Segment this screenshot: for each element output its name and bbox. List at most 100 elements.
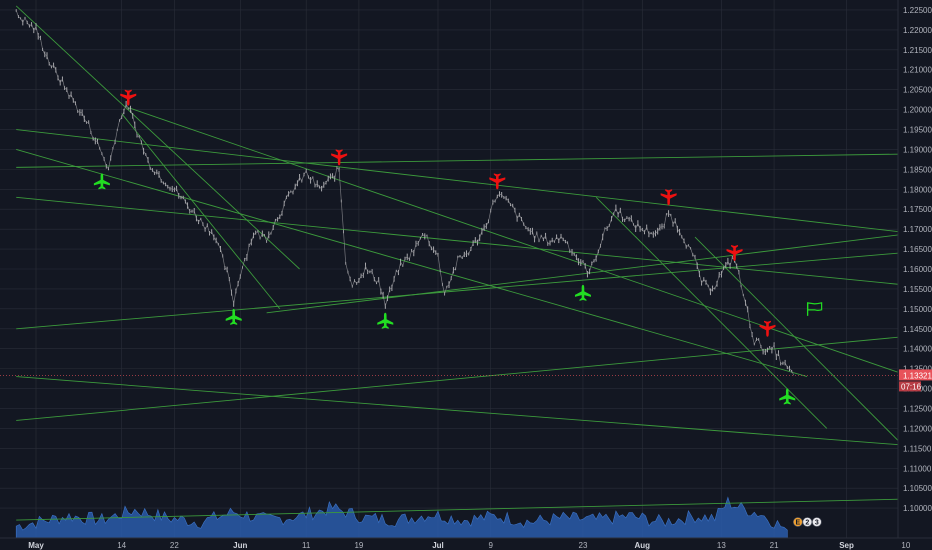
trendline[interactable] <box>16 498 932 521</box>
buy-plane-icon-shape <box>225 308 242 325</box>
countdown-badge <box>899 381 921 392</box>
trendline[interactable] <box>16 249 932 330</box>
price-tick-label: 1.19000 <box>903 145 932 154</box>
time-tick-label: Aug <box>634 541 650 550</box>
price-line <box>15 10 795 376</box>
price-tick-label: 1.18500 <box>903 165 932 174</box>
trendline[interactable] <box>15 5 300 270</box>
last-price-value: 1.13321 <box>903 371 932 380</box>
price-tick-label: 1.17000 <box>903 225 932 234</box>
event-badge-label: 3 <box>815 519 819 526</box>
price-tick-label: 1.15500 <box>903 285 932 294</box>
price-tick-label: 1.15000 <box>903 305 932 314</box>
buy-plane-icon[interactable] <box>574 284 591 301</box>
buy-plane-icon-shape <box>93 173 110 190</box>
flag-cloth <box>807 302 823 311</box>
trendline[interactable] <box>128 107 932 389</box>
grid <box>0 0 907 538</box>
volume-fill <box>15 496 788 539</box>
sell-plane-icon[interactable] <box>726 245 743 262</box>
time-tick-label: Jul <box>432 541 444 550</box>
trendline[interactable] <box>16 376 932 449</box>
sell-plane-icon-shape <box>660 189 677 206</box>
price-tick-label: 1.10500 <box>903 484 932 493</box>
flag-icon[interactable] <box>806 302 823 316</box>
price-tick-label: 1.11500 <box>903 444 932 453</box>
time-tick-label: Sep <box>839 541 854 550</box>
event-badge-label: 2 <box>805 519 809 526</box>
time-tick-label: 23 <box>579 541 588 550</box>
price-tick-label: 1.18000 <box>903 185 932 194</box>
buy-plane-icon-shape <box>377 312 394 329</box>
sell-plane-icon[interactable] <box>120 89 137 106</box>
price-tick-label: 1.20500 <box>903 86 932 95</box>
sell-plane-icon[interactable] <box>489 173 506 190</box>
trendlines[interactable] <box>15 5 932 521</box>
time-tick-label: 14 <box>117 541 126 550</box>
sell-plane-icon-shape <box>759 320 776 337</box>
sell-plane-icon-shape <box>120 89 137 106</box>
price-axis[interactable] <box>898 0 932 538</box>
trendline[interactable] <box>16 129 932 238</box>
sell-plane-icon-shape <box>331 149 348 166</box>
sell-plane-icon[interactable] <box>759 320 776 337</box>
trendline[interactable] <box>694 236 907 449</box>
time-tick-label: Jun <box>233 541 247 550</box>
event-badge-icon[interactable] <box>793 517 803 527</box>
price-tick-label: 1.21000 <box>903 66 932 75</box>
time-tick-label: 11 <box>302 541 311 550</box>
trade-markers[interactable] <box>93 89 823 405</box>
time-tick-label: May <box>28 541 44 550</box>
price-tick-label: 1.19500 <box>903 126 932 135</box>
trendline[interactable] <box>16 333 932 421</box>
trendline[interactable] <box>16 196 932 289</box>
trendline[interactable] <box>16 149 808 378</box>
price-tick-label: 1.21500 <box>903 46 932 55</box>
buy-plane-icon[interactable] <box>225 308 242 325</box>
event-badge-icon[interactable] <box>812 517 822 527</box>
time-axis[interactable] <box>0 538 932 550</box>
price-axis-labels: 1.22500 1.22000 1.21500 1.21000 1.20500 1.200… <box>903 6 932 513</box>
trendline[interactable] <box>121 113 281 310</box>
event-badge-icon[interactable] <box>802 517 813 527</box>
time-axis-labels: May 14 22 Jun 11 19 Jul 9 23 Aug 13 21 Sep 10 <box>28 541 911 550</box>
price-tick-label: 1.12000 <box>903 424 932 433</box>
event-badge-label: E <box>796 519 801 526</box>
time-tick-label: 19 <box>354 541 363 550</box>
time-tick-label: 10 <box>901 541 910 550</box>
price-tick-label: 1.14500 <box>903 325 932 334</box>
price-series <box>0 9 898 376</box>
volume-area <box>15 496 788 539</box>
last-price-badge <box>899 369 932 381</box>
price-tick-label: 1.16000 <box>903 265 932 274</box>
price-tick-label: 1.22500 <box>903 6 932 15</box>
countdown-value: 07:16 <box>901 382 922 391</box>
time-tick-label: 9 <box>488 541 493 550</box>
price-tick-label: 1.22000 <box>903 26 932 35</box>
price-tick-label: 1.13500 <box>903 365 932 374</box>
trendline[interactable] <box>266 229 932 314</box>
price-tick-label: 1.16500 <box>903 245 932 254</box>
time-tick-label: 13 <box>717 541 726 550</box>
sell-plane-icon[interactable] <box>331 149 348 166</box>
price-tick-label: 1.12500 <box>903 404 932 413</box>
sell-plane-icon-shape <box>489 173 506 190</box>
time-tick-label: 22 <box>170 541 179 550</box>
price-tick-label: 1.14000 <box>903 345 932 354</box>
buy-plane-icon[interactable] <box>779 388 796 405</box>
buy-plane-icon-shape <box>779 388 796 405</box>
trendline[interactable] <box>16 153 932 168</box>
buy-plane-icon[interactable] <box>93 173 110 190</box>
buy-plane-icon[interactable] <box>377 312 394 329</box>
price-tick-label: 1.10000 <box>903 504 932 513</box>
price-tick-label: 1.20000 <box>903 106 932 115</box>
price-tick-label: 1.11000 <box>903 464 932 473</box>
time-tick-label: 21 <box>770 541 779 550</box>
sell-plane-icon[interactable] <box>660 189 677 206</box>
buy-plane-icon-shape <box>574 284 591 301</box>
last-price-tag: 1.13321 07:16 <box>899 369 932 392</box>
price-tick-label: 1.17500 <box>903 205 932 214</box>
